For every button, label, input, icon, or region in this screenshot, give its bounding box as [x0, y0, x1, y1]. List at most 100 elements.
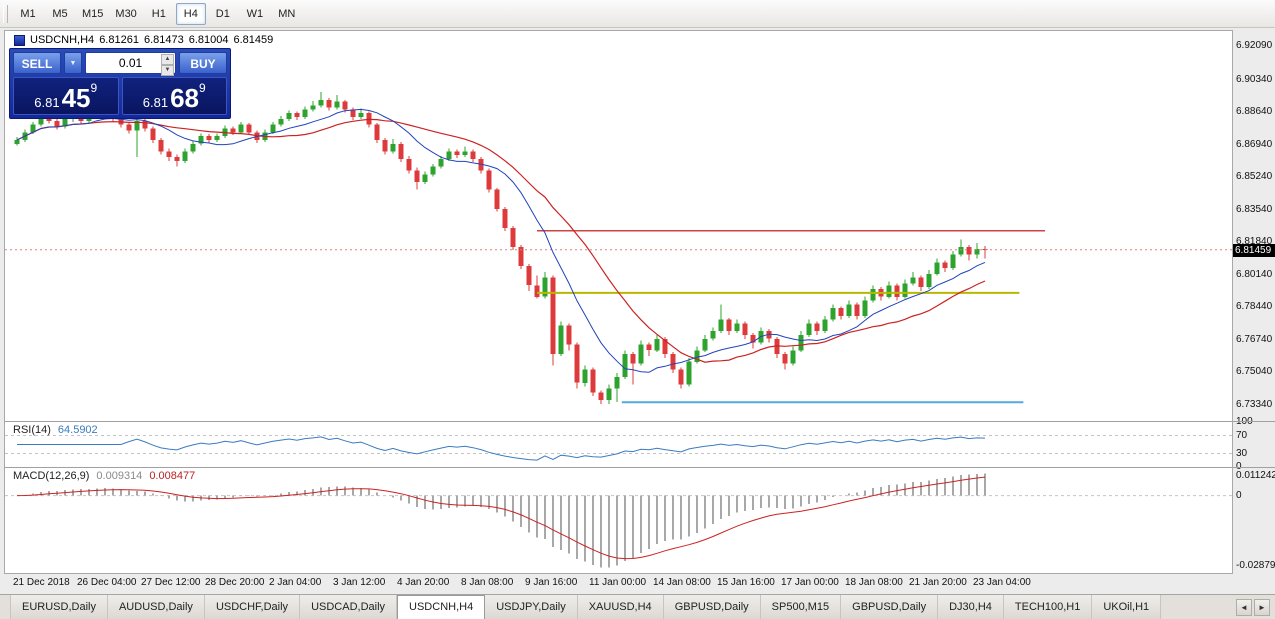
- tab-dj30-h4[interactable]: DJ30,H4: [938, 595, 1004, 619]
- volume-spinner: ▲ ▼: [161, 54, 174, 76]
- price-axis-label: 6.92090: [1236, 40, 1273, 51]
- macd-axis-label: -0.028797: [1236, 560, 1275, 571]
- tab-audusd-daily[interactable]: AUDUSD,Daily: [107, 595, 205, 619]
- rsi-axis-label: 30: [1236, 448, 1248, 459]
- time-axis-label: 15 Jan 16:00: [717, 577, 775, 588]
- time-axis-label: 14 Jan 08:00: [653, 577, 711, 588]
- rsi-axis-label: 100: [1236, 417, 1253, 427]
- buy-button[interactable]: BUY: [179, 52, 227, 74]
- tab-gbpusd-daily[interactable]: GBPUSD,Daily: [663, 595, 761, 619]
- macd-caption: MACD(12,26,9) 0.009314 0.008477: [13, 470, 195, 482]
- price-axis-label: 6.83540: [1236, 204, 1273, 215]
- ma-fast-line: [16, 108, 986, 373]
- sell-price-pips: 45: [61, 83, 91, 113]
- timeframe-button-w1[interactable]: W1: [246, 7, 264, 20]
- timeframe-button-mn[interactable]: MN: [278, 7, 296, 20]
- chart-icon[interactable]: [14, 34, 25, 46]
- ohlc-low-value: 6.81004: [188, 34, 229, 46]
- axis-separator: [1233, 421, 1275, 422]
- timeframe-button-h4[interactable]: H4: [175, 2, 206, 25]
- chart-symbol-label: USDCNH,H4: [30, 34, 95, 46]
- time-axis-label: 4 Jan 20:00: [397, 577, 450, 588]
- rsi-axis-label: 70: [1236, 430, 1248, 441]
- tab-usdchf-daily[interactable]: USDCHF,Daily: [204, 595, 301, 619]
- volume-input[interactable]: 0.01 ▲ ▼: [85, 52, 176, 76]
- timeframe-button-h1[interactable]: H1: [151, 7, 166, 20]
- toolbar-grip[interactable]: [3, 4, 8, 23]
- time-axis-label: 26 Dec 04:00: [77, 577, 137, 588]
- price-chart-canvas[interactable]: [5, 31, 1232, 421]
- time-axis[interactable]: 21 Dec 2018 26 Dec 04:00 27 Dec 12:00 28 De…: [5, 576, 1232, 592]
- current-price-tag: 6.81459: [1233, 244, 1275, 257]
- macd-signal-value: 0.008477: [149, 470, 196, 482]
- tab-gbpusd-daily[interactable]: GBPUSD,Daily: [841, 595, 939, 619]
- volume-decrease-button[interactable]: ▼: [161, 65, 174, 76]
- macd-axis-label: 0.011242: [1236, 470, 1275, 481]
- tab-list: EURUSD,Daily AUDUSD,Daily USDCHF,Daily USDC…: [11, 595, 1162, 619]
- volume-increase-button[interactable]: ▲: [161, 54, 174, 65]
- candlesticks[interactable]: [14, 92, 988, 404]
- ohlc-close-value: 6.81459: [233, 34, 274, 46]
- time-axis-label: 21 Jan 20:00: [909, 577, 967, 588]
- price-axis-label: 6.80140: [1236, 269, 1273, 280]
- sell-price-display[interactable]: 6.81 45 9: [13, 77, 119, 115]
- price-axis-label: 6.85240: [1236, 171, 1273, 182]
- ohlc-open-value: 6.81261: [99, 34, 139, 46]
- rsi-axis-label: 0: [1236, 462, 1242, 472]
- tab-sp500-m15[interactable]: SP500,M15: [760, 595, 842, 619]
- tab-tech100-h1[interactable]: TECH100,H1: [1003, 595, 1093, 619]
- tab-scroll-controls: ◄ ►: [1231, 595, 1275, 619]
- ohlc-high-value: 6.81473: [143, 34, 184, 46]
- time-axis-label: 9 Jan 16:00: [525, 577, 578, 588]
- tab-bar-spacer: [0, 595, 11, 619]
- tab-usdjpy-daily[interactable]: USDJPY,Daily: [485, 595, 578, 619]
- price-axis[interactable]: 6.92090 6.90340 6.88640 6.86940 6.85240 6.835…: [1233, 31, 1275, 573]
- order-type-dropdown[interactable]: ▼: [64, 52, 82, 74]
- macd-panel-separator[interactable]: [5, 467, 1232, 468]
- rsi-panel-separator[interactable]: [5, 421, 1232, 422]
- chart-title: USDCNH,H4 6.81261 6.81473 6.81004 6.8145…: [14, 34, 273, 46]
- sell-price-point: 9: [90, 81, 98, 95]
- price-axis-label: 6.90340: [1236, 74, 1273, 85]
- time-axis-label: 11 Jan 00:00: [589, 577, 647, 588]
- tab-usdcnh-h4[interactable]: USDCNH,H4: [397, 595, 486, 619]
- price-axis-label: 6.78440: [1236, 301, 1273, 312]
- price-axis-label: 6.81840: [1236, 236, 1273, 247]
- tabs-scroll-left-button[interactable]: ◄: [1236, 598, 1252, 616]
- macd-label: MACD(12,26,9): [13, 470, 90, 482]
- chart-tab-bar: EURUSD,Daily AUDUSD,Daily USDCHF,Daily USDC…: [0, 594, 1275, 619]
- macd-signal-line: [16, 476, 986, 560]
- time-axis-label: 28 Dec 20:00: [205, 577, 265, 588]
- volume-value: 0.01: [118, 56, 143, 70]
- timeframe-button-m1[interactable]: M1: [20, 7, 36, 20]
- tab-eurusd-daily[interactable]: EURUSD,Daily: [11, 595, 108, 619]
- time-axis-label: 21 Dec 2018: [13, 577, 70, 588]
- macd-main-value: 0.009314: [96, 470, 143, 482]
- timeframe-toolbar: M1 M5 M15 M30 H1 H4 D1 W1 MN: [0, 0, 1275, 28]
- timeframe-button-m5[interactable]: M5: [52, 7, 68, 20]
- sell-price-main: 6.81: [34, 95, 60, 110]
- one-click-trading-panel: SELL ▼ 0.01 ▲ ▼ BUY 6.81 45 9 6.81 68 9: [9, 48, 231, 119]
- macd-panel-canvas[interactable]: [5, 468, 1232, 573]
- tab-ukoil-h1[interactable]: UKOil,H1: [1092, 595, 1162, 619]
- chevron-down-icon: ▼: [69, 60, 77, 67]
- time-axis-label: 2 Jan 04:00: [269, 577, 322, 588]
- buy-price-pips: 68: [170, 83, 200, 113]
- sell-button[interactable]: SELL: [13, 52, 61, 74]
- macd-axis-label: 0: [1236, 490, 1242, 501]
- time-axis-label: 8 Jan 08:00: [461, 577, 514, 588]
- timeframe-button-group: M1 M5 M15 M30 H1 H4 D1 W1 MN: [12, 2, 303, 25]
- price-axis-label: 6.76740: [1236, 334, 1273, 345]
- rsi-value: 64.5902: [57, 424, 98, 436]
- time-axis-label: 23 Jan 04:00: [973, 577, 1031, 588]
- price-axis-label: 6.73340: [1236, 399, 1273, 410]
- rsi-panel-canvas[interactable]: [5, 422, 1232, 467]
- timeframe-button-d1[interactable]: D1: [215, 7, 230, 20]
- tabs-scroll-right-button[interactable]: ►: [1254, 598, 1270, 616]
- buy-price-point: 9: [199, 81, 206, 95]
- timeframe-button-m30[interactable]: M30: [115, 7, 137, 20]
- timeframe-button-m15[interactable]: M15: [82, 7, 104, 20]
- buy-price-display[interactable]: 6.81 68 9: [121, 77, 227, 115]
- tab-xauusd-h4[interactable]: XAUUSD,H4: [577, 595, 664, 619]
- tab-usdcad-daily[interactable]: USDCAD,Daily: [300, 595, 398, 619]
